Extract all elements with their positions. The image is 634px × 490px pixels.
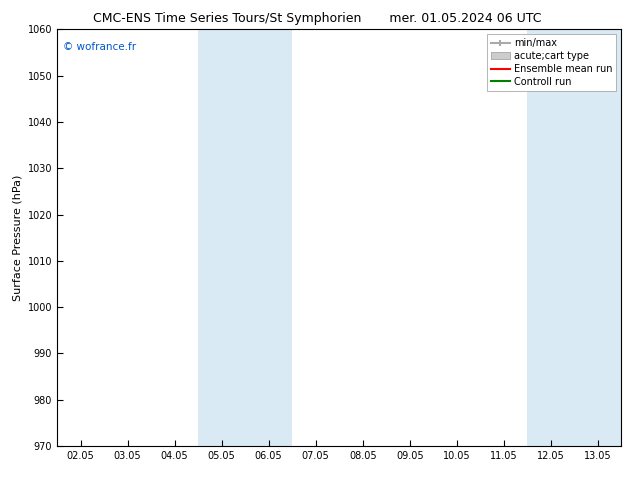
Text: CMC-ENS Time Series Tours/St Symphorien       mer. 01.05.2024 06 UTC: CMC-ENS Time Series Tours/St Symphorien … [93, 12, 541, 25]
Bar [527, 29, 574, 446]
Text: © wofrance.fr: © wofrance.fr [63, 42, 136, 52]
Y-axis label: Surface Pressure (hPa): Surface Pressure (hPa) [12, 174, 22, 301]
Legend: min/max, acute;cart type, Ensemble mean run, Controll run: min/max, acute;cart type, Ensemble mean … [487, 34, 616, 91]
Bar [574, 29, 621, 446]
Bar [198, 29, 245, 446]
Bar [245, 29, 292, 446]
